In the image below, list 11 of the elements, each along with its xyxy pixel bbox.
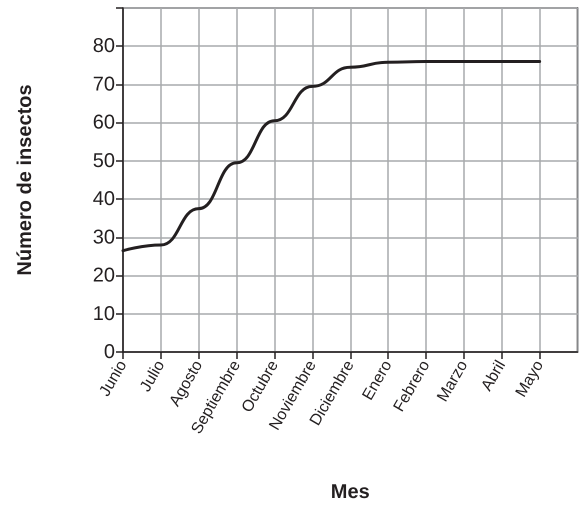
y-tick-label: 80	[92, 35, 115, 58]
y-tick-label: 40	[92, 188, 115, 210]
y-tick-label: 10	[92, 302, 115, 325]
y-tick-label: 30	[92, 226, 115, 248]
x-axis-title: Mes	[330, 481, 370, 503]
y-axis-title: Número de insectos	[14, 84, 36, 276]
y-tick-label: 70	[92, 73, 115, 96]
y-tick-label: 60	[92, 112, 115, 134]
y-tick-label: 0	[104, 341, 115, 363]
y-tick-label: 20	[92, 264, 115, 287]
y-tick-label: 50	[92, 150, 115, 172]
